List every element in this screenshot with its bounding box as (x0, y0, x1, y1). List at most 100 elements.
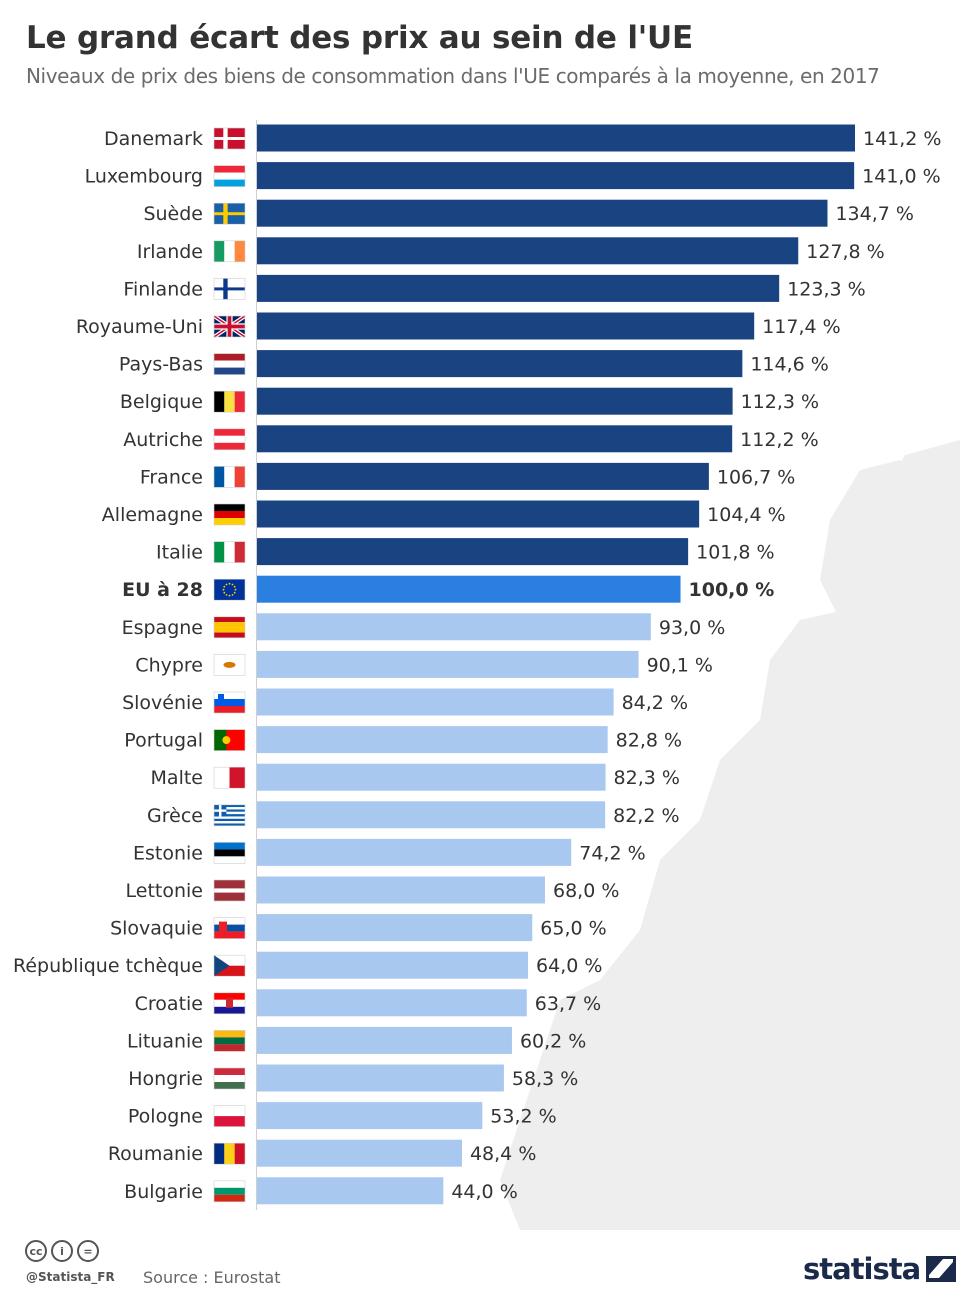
value-label-portugal: 82,8 % (616, 730, 682, 752)
flag-eu-icon (213, 578, 246, 601)
flag-romania-icon (213, 1142, 246, 1165)
bar-belgique (257, 387, 733, 415)
bar-italie (257, 538, 689, 566)
twitter-handle[interactable]: @Statista_FR (26, 1270, 115, 1284)
category-label-slovaquie: Slovaquie (110, 918, 203, 940)
flag-slovenia-icon (213, 691, 246, 714)
flag-slovakia-icon (213, 917, 246, 939)
flag-ireland-icon (213, 240, 246, 263)
flag-estonia-icon (213, 842, 246, 864)
bar-finlande (257, 274, 780, 302)
flag-france-icon (213, 466, 246, 488)
value-label-eu-a-28: 100,0 % (689, 579, 775, 601)
flag-uk-icon (212, 314, 247, 339)
bar-pays-bas (257, 350, 743, 378)
value-label-croatie: 63,7 % (535, 993, 601, 1015)
flag-austria-icon (213, 428, 246, 451)
category-label-republique-tcheque: République tchèque (13, 955, 203, 977)
bar-lituanie (257, 1026, 512, 1054)
brand-wordmark: statista (803, 1252, 921, 1286)
category-label-bulgarie: Bulgarie (124, 1181, 203, 1203)
category-label-france: France (140, 466, 203, 488)
value-label-slovenie: 84,2 % (622, 692, 688, 714)
value-label-chypre: 90,1 % (647, 654, 713, 676)
category-label-luxembourg: Luxembourg (85, 166, 203, 188)
value-label-pays-bas: 114,6 % (750, 354, 829, 376)
value-label-hongrie: 58,3 % (512, 1068, 578, 1090)
footer: cc i = @Statista_FR Source : Eurostat st… (0, 1230, 960, 1300)
category-label-autriche: Autriche (123, 429, 203, 451)
value-label-roumanie: 48,4 % (470, 1143, 536, 1165)
category-label-italie: Italie (156, 542, 203, 564)
bar-royaume-uni (257, 312, 755, 340)
bar-estonie (257, 838, 572, 866)
chart-subtitle: Niveaux de prix des biens de consommatio… (26, 64, 880, 88)
flag-hungary-icon (213, 1067, 246, 1090)
category-label-malte: Malte (151, 767, 203, 789)
bar-grece (257, 801, 606, 829)
category-label-chypre: Chypre (135, 654, 203, 676)
attribution-icon: i (51, 1240, 73, 1262)
flag-bulgaria-icon (213, 1180, 246, 1203)
bar-espagne (257, 613, 651, 641)
value-label-autriche: 112,2 % (740, 429, 819, 451)
flag-croatia-icon (213, 992, 246, 1015)
category-label-estonie: Estonie (133, 842, 203, 864)
bar-roumanie (257, 1139, 462, 1167)
value-label-royaume-uni: 117,4 % (762, 316, 841, 338)
category-label-grece: Grèce (147, 805, 203, 827)
flag-cyprus-icon (213, 654, 246, 676)
bar-malte (257, 763, 606, 791)
bar-slovenie (257, 688, 614, 716)
statista-logo-icon (926, 1256, 957, 1282)
creative-commons-icons[interactable]: cc i = (25, 1240, 99, 1262)
flag-latvia-icon (213, 879, 246, 902)
value-label-irlande: 127,8 % (806, 241, 885, 263)
no-derivatives-icon: = (77, 1240, 99, 1262)
bar-bulgarie (257, 1177, 444, 1205)
category-label-finlande: Finlande (123, 278, 203, 300)
flag-poland-icon (213, 1105, 246, 1127)
value-label-pologne: 53,2 % (490, 1106, 556, 1128)
bar-chypre (257, 650, 639, 678)
flag-italy-icon (213, 541, 246, 563)
value-label-lituanie: 60,2 % (520, 1030, 586, 1052)
flag-denmark-icon (213, 127, 246, 150)
flag-germany-icon (213, 503, 246, 526)
value-label-estonie: 74,2 % (579, 842, 645, 864)
value-label-grece: 82,2 % (613, 805, 679, 827)
bar-republique-tcheque (257, 951, 529, 979)
value-label-danemark: 141,2 % (863, 128, 942, 150)
value-label-espagne: 93,0 % (659, 617, 725, 639)
category-label-allemagne: Allemagne (102, 504, 203, 526)
flag-spain-icon (213, 616, 246, 639)
value-label-bulgarie: 44,0 % (451, 1181, 517, 1203)
bar-pologne (257, 1102, 483, 1130)
bar-france (257, 462, 709, 490)
category-label-danemark: Danemark (104, 128, 203, 150)
chart-title: Le grand écart des prix au sein de l'UE (26, 20, 694, 56)
category-label-pays-bas: Pays-Bas (119, 354, 203, 376)
bar-danemark (257, 124, 855, 152)
bar-eu-a-28 (257, 575, 681, 603)
bar-luxembourg (257, 162, 855, 190)
category-label-suede: Suède (143, 203, 203, 225)
bar-hongrie (257, 1064, 504, 1092)
value-label-belgique: 112,3 % (741, 391, 820, 413)
value-label-italie: 101,8 % (696, 542, 775, 564)
category-label-espagne: Espagne (122, 617, 203, 639)
flag-netherlands-icon (213, 353, 246, 375)
bar-lettonie (257, 876, 545, 904)
bar-slovaquie (257, 914, 533, 942)
bar-portugal (257, 726, 608, 754)
category-label-roumanie: Roumanie (108, 1143, 203, 1165)
flag-finland-icon (213, 278, 246, 300)
flag-belgium-icon (213, 390, 246, 413)
category-label-lettonie: Lettonie (126, 880, 203, 902)
category-label-croatie: Croatie (135, 993, 203, 1015)
value-label-malte: 82,3 % (614, 767, 680, 789)
category-label-lituanie: Lituanie (127, 1030, 203, 1052)
value-label-lettonie: 68,0 % (553, 880, 619, 902)
statista-logo[interactable]: statista (803, 1252, 957, 1286)
